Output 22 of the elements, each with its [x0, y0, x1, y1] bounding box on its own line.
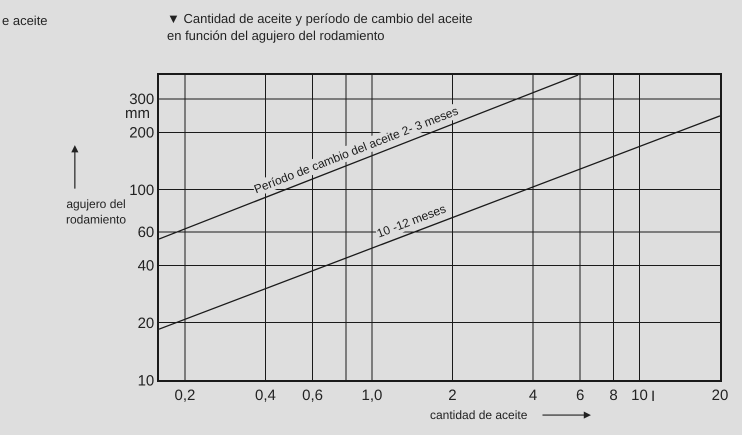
y-tick-label: 10 [138, 372, 154, 390]
x-tick-label: 0,4 [255, 386, 276, 404]
y-tick-label: 200 [129, 124, 154, 142]
text: e aceite [2, 13, 48, 28]
x-tick-label: 8 [609, 386, 618, 404]
x-tick-label: 10 [631, 386, 648, 404]
x-tick-label: 6 [576, 386, 584, 404]
x-tick-label: 0,6 [302, 386, 323, 404]
text: 10 -12 meses [374, 202, 448, 241]
x-tick-label: 2 [448, 386, 457, 404]
y-tick-label: 20 [138, 314, 154, 332]
text: I [651, 388, 656, 405]
x-axis-title: cantidad de aceite [430, 408, 528, 422]
y-tick-label: 60 [138, 224, 154, 242]
y-tick-label: 40 [138, 258, 154, 275]
x-tick-label: 1,0 [362, 386, 382, 404]
x-tick-label: 4 [528, 386, 538, 404]
y-axis-title: agujero del rodamiento [66, 197, 126, 227]
chart-title: ▼ Cantidad de aceite y período de cambio del aceite en función del agujero del rodamiento [167, 11, 473, 43]
x-tick-label: 20 [712, 386, 728, 404]
x-tick-label: 0,2 [174, 386, 196, 404]
y-tick-label: 100 [129, 182, 154, 199]
